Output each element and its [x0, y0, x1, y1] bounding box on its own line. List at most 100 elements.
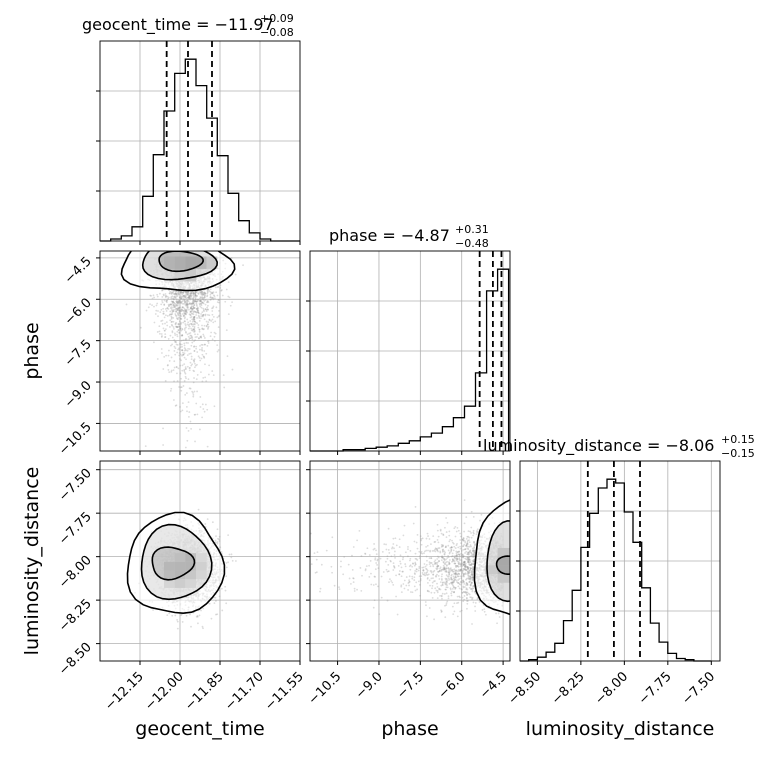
scatter-point	[177, 367, 180, 370]
scatter-point	[187, 401, 190, 404]
scatter-point	[212, 374, 215, 377]
scatter-point	[456, 554, 458, 557]
scatter-point	[217, 349, 220, 351]
scatter-point	[190, 305, 193, 308]
scatter-point	[210, 320, 213, 322]
scatter-point	[453, 545, 456, 548]
scatter-point	[199, 291, 202, 293]
scatter-point	[192, 299, 194, 302]
scatter-point	[189, 292, 192, 295]
scatter-point	[188, 295, 191, 297]
scatter-point	[178, 306, 180, 309]
scatter-point	[179, 343, 181, 345]
scatter-point	[184, 324, 187, 327]
scatter-point	[204, 292, 207, 295]
scatter-point	[187, 327, 190, 330]
scatter-point	[185, 337, 187, 340]
scatter-point	[186, 291, 189, 294]
scatter-point	[437, 535, 440, 538]
scatter-point	[182, 339, 185, 342]
scatter-point	[190, 625, 192, 628]
scatter-point	[170, 323, 173, 326]
scatter-point	[203, 335, 205, 338]
scatter-point	[191, 308, 194, 310]
scatter-point	[177, 329, 180, 332]
scatter-point	[184, 368, 187, 370]
scatter-point	[170, 300, 173, 303]
scatter-point	[174, 404, 177, 407]
scatter-point	[174, 353, 177, 356]
scatter-point	[184, 313, 186, 315]
scatter-point	[196, 306, 199, 309]
scatter-point	[216, 528, 219, 531]
scatter-point	[200, 343, 203, 346]
scatter-point	[167, 364, 169, 366]
scatter-point	[472, 576, 474, 578]
scatter-point	[212, 306, 214, 309]
scatter-point	[185, 309, 188, 312]
scatter-point	[201, 349, 204, 352]
scatter-point	[228, 553, 231, 556]
scatter-point	[414, 557, 417, 560]
scatter-point	[189, 303, 192, 306]
scatter-point	[185, 303, 188, 306]
scatter-point	[170, 356, 173, 359]
scatter-point	[166, 315, 169, 317]
scatter-point	[462, 573, 465, 576]
scatter-point	[191, 390, 194, 393]
scatter-point	[181, 291, 184, 293]
scatter-point	[179, 346, 182, 349]
scatter-point	[182, 291, 185, 293]
scatter-point	[187, 296, 190, 299]
scatter-point	[210, 331, 213, 334]
scatter-point	[176, 308, 179, 311]
scatter-point	[313, 552, 316, 555]
scatter-point	[170, 306, 173, 309]
scatter-point	[190, 292, 193, 294]
scatter-point	[214, 541, 217, 544]
scatter-point	[164, 295, 167, 297]
scatter-point	[215, 535, 217, 538]
scatter-point	[180, 290, 183, 293]
scatter-point	[175, 321, 178, 324]
scatter-point	[195, 347, 198, 350]
scatter-point	[218, 301, 221, 304]
scatter-point	[464, 568, 467, 571]
scatter-point	[466, 572, 469, 575]
scatter-point	[185, 310, 187, 312]
scatter-point	[168, 612, 171, 615]
scatter-point	[185, 427, 188, 429]
scatter-point	[184, 308, 187, 311]
scatter-point	[173, 380, 175, 383]
scatter-point	[177, 307, 179, 309]
scatter-point	[189, 310, 192, 313]
scatter-point	[176, 325, 179, 328]
scatter-point	[185, 297, 188, 300]
scatter-point	[197, 314, 200, 317]
scatter-point	[191, 297, 193, 300]
scatter-point	[204, 308, 207, 311]
scatter-point	[203, 328, 205, 330]
scatter-point	[182, 299, 185, 301]
scatter-point	[182, 292, 185, 295]
scatter-point	[198, 317, 201, 319]
scatter-point	[181, 293, 184, 296]
scatter-point	[192, 292, 194, 294]
scatter-point	[170, 292, 173, 295]
scatter-point	[183, 309, 186, 312]
scatter-point	[177, 312, 180, 315]
scatter-point	[169, 326, 171, 328]
scatter-point	[207, 321, 210, 324]
scatter-point	[155, 309, 158, 312]
scatter-point	[190, 344, 193, 347]
scatter-point	[215, 291, 218, 294]
scatter-point	[203, 350, 206, 352]
scatter-point	[170, 315, 173, 318]
scatter-point	[196, 307, 199, 310]
scatter-point	[161, 289, 164, 292]
scatter-point	[165, 321, 168, 324]
scatter-point	[183, 349, 186, 352]
scatter-point	[395, 544, 398, 547]
scatter-point	[191, 320, 194, 323]
scatter-point	[192, 458, 194, 460]
